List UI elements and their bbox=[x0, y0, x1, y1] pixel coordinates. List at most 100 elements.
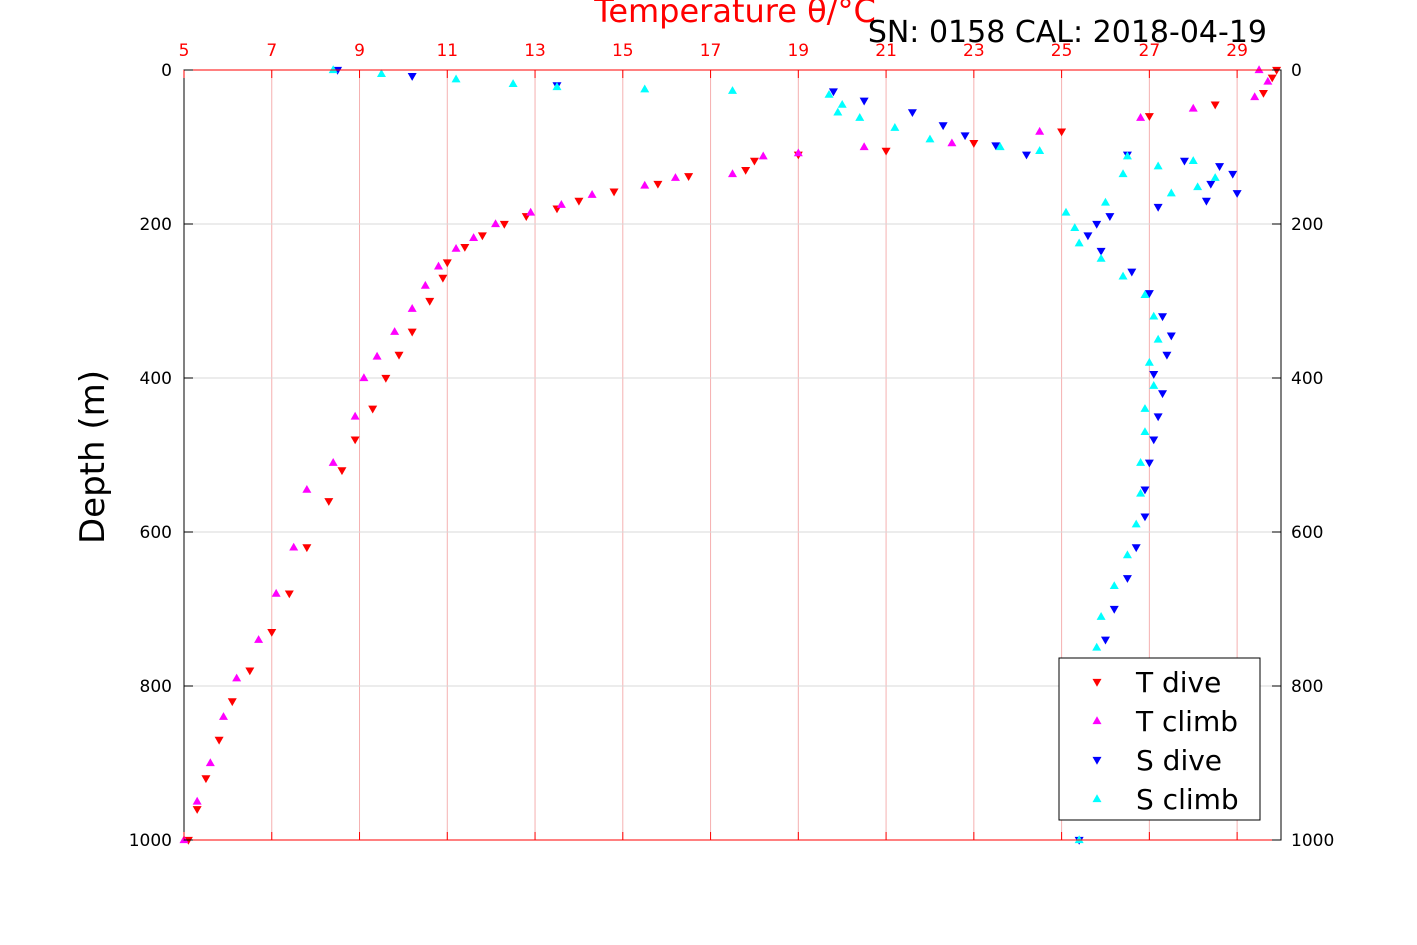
data-point bbox=[201, 775, 211, 784]
data-point bbox=[1153, 203, 1163, 212]
legend-items: T dive T climb S dive S climb bbox=[1092, 666, 1239, 816]
chart-title: Temperature θ/°C bbox=[593, 0, 876, 30]
series-t-dive bbox=[183, 66, 1282, 845]
tick-layer: 5 7 9 11 13 15 17 19 21 23 25 27 29 0 0 200 200 400 400 600… bbox=[129, 41, 1335, 851]
data-point bbox=[1096, 253, 1106, 262]
data-point bbox=[1096, 247, 1106, 256]
legend-label: T climb bbox=[1135, 705, 1238, 738]
x-tick-label: 23 bbox=[963, 41, 985, 61]
data-point bbox=[1144, 290, 1154, 298]
data-point bbox=[434, 261, 444, 270]
x-tick-label: 29 bbox=[1226, 41, 1248, 61]
data-point bbox=[925, 134, 935, 143]
data-point bbox=[1136, 488, 1146, 497]
data-point bbox=[359, 373, 369, 382]
data-point bbox=[420, 280, 430, 289]
data-point bbox=[372, 351, 382, 360]
data-point bbox=[245, 667, 255, 676]
data-point bbox=[460, 243, 470, 252]
data-point bbox=[640, 84, 650, 93]
data-point bbox=[394, 351, 404, 360]
data-point bbox=[205, 758, 215, 767]
data-point bbox=[227, 698, 237, 707]
data-point bbox=[477, 232, 487, 241]
data-point bbox=[232, 673, 242, 682]
data-point bbox=[1254, 65, 1264, 74]
data-point bbox=[267, 628, 277, 637]
data-point bbox=[1096, 612, 1106, 620]
data-point bbox=[289, 542, 299, 551]
data-point bbox=[1035, 146, 1045, 154]
data-point bbox=[407, 304, 417, 312]
data-point bbox=[1263, 76, 1273, 85]
data-point bbox=[1149, 381, 1159, 389]
data-point bbox=[1210, 101, 1220, 110]
data-point bbox=[491, 219, 501, 228]
data-point bbox=[556, 200, 566, 208]
data-point bbox=[855, 113, 865, 121]
data-point bbox=[824, 89, 834, 98]
data-point bbox=[995, 142, 1005, 151]
y-tick-label-left: 400 bbox=[140, 369, 172, 389]
data-point bbox=[969, 140, 979, 148]
data-point bbox=[1074, 835, 1084, 844]
data-point bbox=[1092, 642, 1102, 651]
data-point bbox=[1144, 113, 1154, 121]
series-s-climb bbox=[328, 65, 1220, 844]
data-point bbox=[1136, 113, 1146, 121]
data-point bbox=[1109, 581, 1119, 590]
data-point bbox=[1122, 151, 1132, 160]
data-point bbox=[728, 169, 737, 178]
data-point bbox=[1215, 163, 1225, 171]
x-tick-label: 5 bbox=[179, 41, 190, 61]
data-point bbox=[1149, 436, 1159, 445]
x-tick-label: 13 bbox=[524, 41, 546, 61]
data-point bbox=[1100, 636, 1110, 645]
data-point bbox=[1153, 334, 1163, 343]
data-point bbox=[587, 190, 597, 198]
data-point bbox=[1201, 197, 1211, 206]
data-point bbox=[350, 436, 360, 445]
data-point bbox=[1188, 156, 1198, 164]
data-point bbox=[508, 79, 518, 87]
data-point bbox=[1144, 459, 1154, 468]
data-point bbox=[438, 274, 448, 283]
data-point bbox=[368, 405, 378, 414]
legend-marker bbox=[1092, 756, 1102, 765]
y-tick-label-left: 200 bbox=[140, 215, 172, 235]
data-point bbox=[1061, 207, 1071, 216]
y-tick-label-left: 600 bbox=[140, 523, 172, 543]
data-point bbox=[1166, 332, 1176, 341]
data-point bbox=[1140, 486, 1150, 495]
data-point bbox=[1158, 390, 1168, 399]
data-point bbox=[1272, 66, 1282, 75]
data-point bbox=[640, 180, 650, 189]
x-tick-label: 15 bbox=[612, 41, 634, 61]
x-tick-label: 7 bbox=[266, 41, 277, 61]
data-point bbox=[337, 467, 347, 476]
data-point bbox=[1149, 311, 1159, 320]
data-point bbox=[907, 109, 917, 118]
data-point bbox=[1140, 290, 1150, 298]
data-point bbox=[1206, 180, 1216, 189]
data-point bbox=[1144, 357, 1154, 366]
legend-label: S climb bbox=[1136, 783, 1239, 816]
data-point bbox=[214, 736, 224, 745]
data-point bbox=[1232, 190, 1242, 198]
data-point bbox=[1118, 271, 1128, 280]
data-point bbox=[1057, 128, 1067, 137]
data-point bbox=[833, 107, 843, 116]
y-tick-label-right: 400 bbox=[1291, 369, 1323, 389]
data-point bbox=[254, 635, 264, 643]
data-point bbox=[1100, 197, 1110, 206]
data-point bbox=[526, 207, 536, 216]
legend: T dive T climb S dive S climb bbox=[1058, 657, 1261, 821]
data-point bbox=[1035, 126, 1045, 135]
data-point bbox=[758, 151, 768, 160]
data-point bbox=[1021, 151, 1031, 160]
data-point bbox=[425, 297, 435, 306]
data-point bbox=[183, 836, 193, 845]
data-point bbox=[1136, 458, 1146, 466]
data-point bbox=[1210, 173, 1220, 181]
